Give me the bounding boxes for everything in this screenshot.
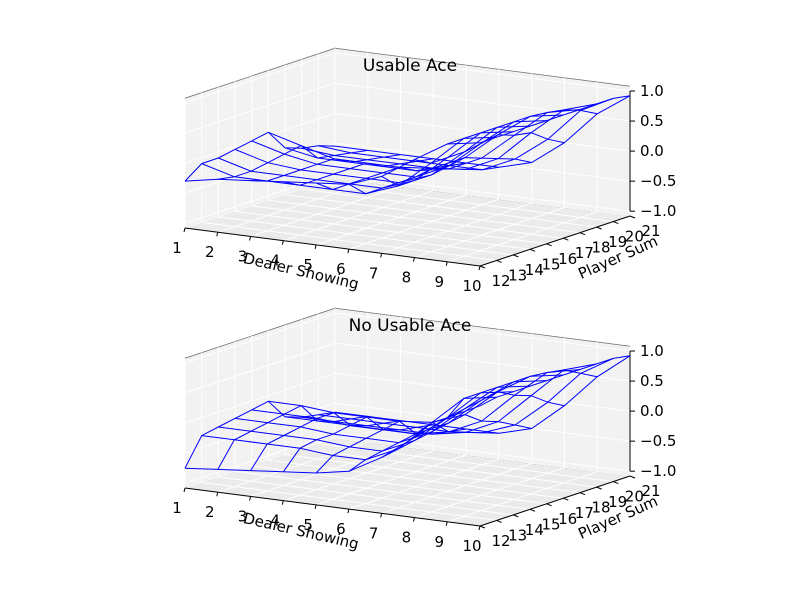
x-tick-mark: [184, 228, 185, 232]
x-tick-label: 2: [205, 503, 215, 521]
y-tick-mark: [513, 515, 518, 517]
x-tick-mark: [250, 236, 251, 240]
y-tick-mark: [547, 244, 552, 246]
x-tick-mark: [250, 496, 251, 500]
surface-plot-no-usable-ace: 1 2 3 4 5 6 7 8 9 10 12131415161718192021−1.0−0.50…: [172, 308, 676, 555]
x-tick-label: 7: [369, 524, 379, 542]
x-tick-label: 2: [205, 243, 215, 261]
x-tick-label: 1: [172, 239, 182, 257]
x-tick-label: 7: [369, 264, 379, 282]
x-tick-mark: [479, 266, 480, 270]
y-tick-mark: [480, 266, 485, 268]
x-tick-mark: [184, 488, 185, 492]
x-tick-label: 8: [402, 269, 412, 287]
x-tick-label: 9: [434, 273, 444, 291]
plot-title: No Usable Ace: [349, 316, 472, 336]
y-tick-mark: [613, 222, 618, 224]
y-tick-mark: [563, 238, 568, 240]
y-tick-mark: [513, 255, 518, 257]
y-tick-mark: [480, 526, 485, 528]
y-tick-mark: [497, 520, 502, 522]
x-tick-label: 1: [172, 499, 182, 517]
x-axis-label: Dealer Showing: [242, 509, 361, 553]
y-tick-mark: [630, 476, 635, 478]
z-tick-label: 0.5: [640, 372, 664, 390]
y-tick-mark: [530, 509, 535, 511]
y-tick-mark: [597, 487, 602, 489]
z-tick-label: 0.0: [640, 142, 664, 160]
x-tick-label: 10: [462, 277, 481, 295]
x-tick-mark: [315, 245, 316, 249]
z-tick-label: −1.0: [640, 202, 676, 220]
x-tick-label: 8: [402, 529, 412, 547]
surface-plot-usable-ace: 1 2 3 4 5 6 7 8 9 10 12131415161718192021−1.0−0.50…: [172, 48, 676, 295]
x-tick-mark: [348, 509, 349, 513]
x-tick-mark: [381, 253, 382, 257]
z-tick-label: 0.5: [640, 112, 664, 130]
y-tick-mark: [530, 249, 535, 251]
x-tick-mark: [413, 258, 414, 262]
z-tick-label: −0.5: [640, 172, 676, 190]
z-tick-label: −0.5: [640, 432, 676, 450]
y-tick-mark: [547, 504, 552, 506]
y-tick-mark: [630, 216, 635, 218]
y-tick-mark: [563, 498, 568, 500]
y-tick-mark: [597, 227, 602, 229]
y-tick-mark: [580, 493, 585, 495]
x-axis-label: Dealer Showing: [242, 249, 361, 293]
z-tick-label: 0.0: [640, 402, 664, 420]
x-tick-label: 10: [462, 537, 481, 555]
y-tick-mark: [580, 233, 585, 235]
y-tick-mark: [497, 260, 502, 262]
y-tick-mark: [613, 482, 618, 484]
x-tick-mark: [217, 232, 218, 236]
x-tick-mark: [348, 249, 349, 253]
z-tick-label: −1.0: [640, 462, 676, 480]
x-tick-mark: [446, 522, 447, 526]
x-tick-mark: [446, 262, 447, 266]
x-tick-mark: [413, 518, 414, 522]
z-tick-label: 1.0: [640, 342, 664, 360]
plot-title: Usable Ace: [363, 56, 457, 76]
x-tick-mark: [315, 505, 316, 509]
x-tick-mark: [282, 241, 283, 245]
x-tick-mark: [381, 513, 382, 517]
x-tick-mark: [282, 501, 283, 505]
x-tick-label: 9: [434, 533, 444, 551]
x-tick-mark: [479, 526, 480, 530]
z-tick-label: 1.0: [640, 82, 664, 100]
x-tick-mark: [217, 492, 218, 496]
